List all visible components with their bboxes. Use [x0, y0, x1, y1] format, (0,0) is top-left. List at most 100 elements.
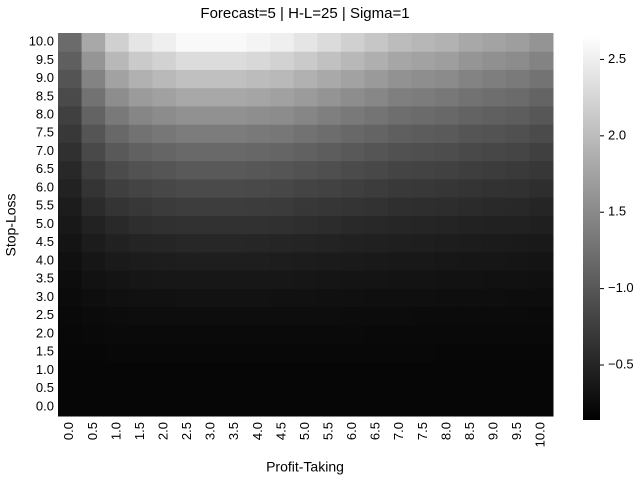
heatmap-cell — [411, 397, 436, 417]
heatmap-cell — [223, 51, 248, 70]
heatmap-cell — [105, 178, 130, 198]
heatmap-cell — [529, 379, 554, 399]
heatmap-cell — [58, 105, 83, 125]
heatmap-cell — [388, 215, 413, 235]
heatmap-cell — [529, 343, 554, 362]
heatmap-cell — [482, 87, 507, 107]
heatmap-cell — [364, 379, 389, 399]
heatmap-cell — [246, 51, 271, 70]
heatmap-cell — [317, 178, 342, 198]
heatmap-cell — [388, 105, 413, 125]
x-tick-label: 5.5 — [321, 422, 336, 440]
heatmap-cell — [105, 33, 130, 52]
heatmap-cell — [199, 233, 224, 253]
heatmap-cell — [128, 33, 153, 52]
x-tick-label: 2.5 — [179, 422, 194, 440]
heatmap-cell — [81, 87, 106, 107]
heatmap-cell — [128, 105, 153, 125]
x-tick-label: 0.5 — [85, 422, 100, 440]
heatmap-cell — [482, 324, 507, 344]
y-tick-label: 1.0 — [36, 362, 54, 377]
heatmap-cell — [199, 160, 224, 180]
heatmap-cell — [81, 197, 106, 216]
heatmap-cell — [128, 160, 153, 180]
heatmap-cell — [388, 160, 413, 180]
heatmap-cell — [199, 87, 224, 107]
heatmap-cell — [246, 197, 271, 216]
heatmap-cell — [340, 324, 365, 344]
heatmap-cell — [175, 306, 200, 326]
heatmap-cell — [152, 306, 177, 326]
x-tick-label: 8.0 — [438, 422, 453, 440]
heatmap-cell — [482, 306, 507, 326]
heatmap-cell — [246, 33, 271, 52]
heatmap-cell — [482, 379, 507, 399]
heatmap-cell — [505, 160, 530, 180]
heatmap-cell — [152, 233, 177, 253]
heatmap-cell — [411, 361, 436, 381]
heatmap-cell — [505, 324, 530, 344]
heatmap-cell — [270, 142, 295, 162]
heatmap-cell — [364, 51, 389, 70]
heatmap-cell — [317, 306, 342, 326]
heatmap-cell — [175, 215, 200, 235]
heatmap-cell — [81, 270, 106, 289]
y-axis-label: Stop-Loss — [3, 193, 19, 256]
heatmap-cell — [223, 197, 248, 216]
heatmap-cell — [105, 288, 130, 308]
y-tick-label: 9.5 — [36, 52, 54, 67]
heatmap-cell — [270, 33, 295, 52]
heatmap-cell — [435, 251, 460, 271]
colorbar-tick-label: −1.0 — [608, 280, 634, 295]
heatmap-cell — [175, 69, 200, 89]
heatmap-cell — [364, 87, 389, 107]
heatmap-cell — [505, 142, 530, 162]
heatmap-cell — [199, 105, 224, 125]
heatmap-cell — [435, 324, 460, 344]
x-tick-label: 7.0 — [391, 422, 406, 440]
heatmap-cell — [270, 105, 295, 125]
heatmap-cell — [388, 124, 413, 143]
heatmap-cell — [246, 124, 271, 143]
heatmap-cell — [81, 160, 106, 180]
heatmap-cell — [435, 233, 460, 253]
heatmap-cell — [175, 197, 200, 216]
heatmap-cell — [58, 361, 83, 381]
heatmap-cell — [246, 379, 271, 399]
heatmap-cell — [340, 251, 365, 271]
heatmap-cell — [128, 178, 153, 198]
heatmap-cell — [246, 343, 271, 362]
heatmap-cell — [293, 51, 318, 70]
heatmap-cell — [529, 251, 554, 271]
heatmap-cell — [435, 343, 460, 362]
heatmap-cell — [223, 343, 248, 362]
heatmap-cell — [58, 343, 83, 362]
heatmap-cell — [364, 142, 389, 162]
heatmap-cell — [199, 361, 224, 381]
heatmap-cell — [317, 215, 342, 235]
heatmap-cell — [340, 343, 365, 362]
heatmap-cell — [505, 233, 530, 253]
heatmap-cell — [505, 105, 530, 125]
heatmap-cell — [340, 105, 365, 125]
heatmap-cell — [458, 324, 483, 344]
heatmap-cell — [58, 51, 83, 70]
heatmap-cell — [223, 288, 248, 308]
heatmap-cell — [388, 142, 413, 162]
heatmap-cell — [364, 270, 389, 289]
y-tick-label: 0.0 — [36, 398, 54, 413]
heatmap-cell — [364, 105, 389, 125]
heatmap-cell — [270, 306, 295, 326]
heatmap-cell — [246, 251, 271, 271]
heatmap-cell — [435, 215, 460, 235]
heatmap-cell — [152, 105, 177, 125]
heatmap-cell — [505, 51, 530, 70]
heatmap-cell — [317, 124, 342, 143]
heatmap-cell — [58, 178, 83, 198]
heatmap-cell — [128, 87, 153, 107]
heatmap-cell — [293, 142, 318, 162]
heatmap-cell — [105, 124, 130, 143]
chart-title: Forecast=5 | H-L=25 | Sigma=1 — [200, 5, 409, 22]
heatmap-cell — [105, 233, 130, 253]
heatmap-cell — [152, 178, 177, 198]
